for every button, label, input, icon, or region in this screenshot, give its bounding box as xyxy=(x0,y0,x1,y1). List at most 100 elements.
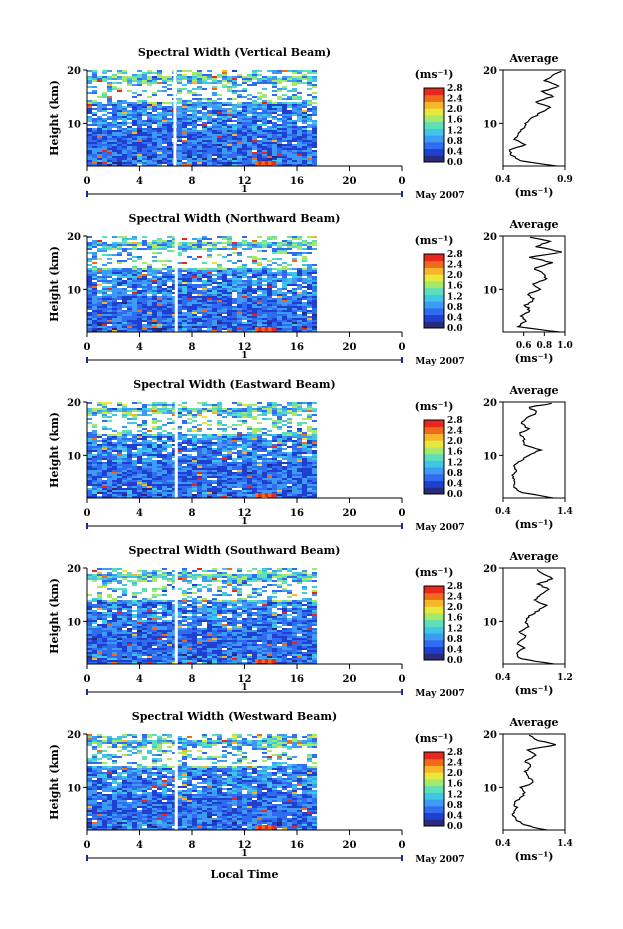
heatmap-cell xyxy=(162,136,167,138)
heatmap-cell xyxy=(252,418,257,420)
heatmap-cell xyxy=(312,106,317,108)
heatmap-cell xyxy=(217,408,222,410)
heatmap-cell xyxy=(222,304,227,306)
heatmap-cell xyxy=(112,248,117,250)
heatmap-cell xyxy=(172,478,177,480)
heatmap-cell xyxy=(237,308,242,310)
heatmap-cell xyxy=(192,126,197,128)
heatmap-cell xyxy=(307,416,312,418)
heatmap-cell xyxy=(217,286,222,288)
heatmap-cell xyxy=(307,164,312,166)
heatmap-cell xyxy=(177,328,182,330)
heatmap-cell xyxy=(312,476,317,478)
heatmap-cell xyxy=(232,86,237,88)
heatmap-cell xyxy=(107,156,112,158)
heatmap-cell xyxy=(122,272,127,274)
heatmap-cell xyxy=(157,134,162,136)
heatmap-cell xyxy=(262,96,267,98)
heatmap-cell xyxy=(142,438,147,440)
heatmap-cell xyxy=(112,462,117,464)
heatmap-cell xyxy=(307,292,312,294)
heatmap-cell xyxy=(302,244,307,246)
heatmap-cell xyxy=(187,478,192,480)
heatmap-cell xyxy=(307,150,312,152)
heatmap-cell xyxy=(252,268,257,270)
heatmap-cell xyxy=(97,324,102,326)
heatmap-cell xyxy=(242,236,247,238)
heatmap-cell xyxy=(222,456,227,458)
heatmap-cell xyxy=(137,140,142,142)
heatmap-cell xyxy=(307,138,312,140)
heatmap-cell xyxy=(227,268,232,270)
heatmap-cell xyxy=(102,446,107,448)
heatmap-cell xyxy=(247,306,252,308)
heatmap-cell xyxy=(187,70,192,72)
heatmap-cell xyxy=(307,472,312,474)
heatmap-cell xyxy=(292,402,297,404)
heatmap-cell xyxy=(177,88,182,90)
heatmap-cell xyxy=(127,114,132,116)
heatmap-cell xyxy=(267,460,272,462)
heatmap-cell xyxy=(242,290,247,292)
heatmap-cell xyxy=(192,290,197,292)
heatmap-cell xyxy=(182,316,187,318)
heatmap-cell xyxy=(262,156,267,158)
heatmap-cell xyxy=(217,124,222,126)
heatmap-cell xyxy=(297,110,302,112)
heatmap-cell xyxy=(252,442,257,444)
heatmap-cell xyxy=(312,102,317,104)
heatmap-cell xyxy=(102,122,107,124)
heatmap-cell xyxy=(107,480,112,482)
heatmap-cell xyxy=(212,246,217,248)
heatmap-cell xyxy=(292,404,297,406)
heatmap-cell xyxy=(242,286,247,288)
heatmap-cell xyxy=(152,422,157,424)
colorbar-tick-label: 1.2 xyxy=(447,292,463,302)
heatmap-cell xyxy=(222,80,227,82)
heatmap-cell xyxy=(287,282,292,284)
heatmap-cell xyxy=(272,310,277,312)
heatmap-cell xyxy=(172,274,177,276)
heatmap-cell xyxy=(227,324,232,326)
heatmap-cell xyxy=(297,298,302,300)
heatmap-cell xyxy=(242,452,247,454)
heatmap-cell xyxy=(102,148,107,150)
heatmap-cell xyxy=(142,82,147,84)
heatmap-cell xyxy=(162,118,167,120)
heatmap-cell xyxy=(222,246,227,248)
heatmap-cell xyxy=(132,306,137,308)
heatmap-cell xyxy=(117,468,122,470)
heatmap-cell xyxy=(157,454,162,456)
heatmap-cell xyxy=(237,154,242,156)
heatmap-cell xyxy=(262,446,267,448)
heatmap-cell xyxy=(257,268,262,270)
heatmap-cell xyxy=(132,470,137,472)
heatmap-cell xyxy=(162,320,167,322)
heatmap-cell xyxy=(242,150,247,152)
heatmap-cell xyxy=(87,104,92,106)
heatmap-cell xyxy=(117,136,122,138)
heatmap-cell xyxy=(187,146,192,148)
heatmap-cell xyxy=(107,412,112,414)
heatmap-cell xyxy=(252,478,257,480)
heatmap-cell xyxy=(257,446,262,448)
heatmap-cell xyxy=(187,428,192,430)
heatmap-cell xyxy=(292,328,297,330)
heatmap-cell xyxy=(267,268,272,270)
heatmap-cell xyxy=(152,72,157,74)
heatmap-cell xyxy=(192,130,197,132)
heatmap-cell xyxy=(92,130,97,132)
heatmap-cell xyxy=(222,268,227,270)
heatmap-cell xyxy=(152,476,157,478)
heatmap-cell xyxy=(112,272,117,274)
heatmap-cell xyxy=(157,314,162,316)
heatmap-cell xyxy=(152,138,157,140)
heatmap-cell xyxy=(247,162,252,164)
heatmap-cell xyxy=(167,102,172,104)
heatmap-cell xyxy=(302,290,307,292)
heatmap-cell xyxy=(212,144,217,146)
heatmap-cell xyxy=(92,134,97,136)
heatmap-cell xyxy=(92,312,97,314)
heatmap-cell xyxy=(292,94,297,96)
heatmap-cell xyxy=(152,270,157,272)
